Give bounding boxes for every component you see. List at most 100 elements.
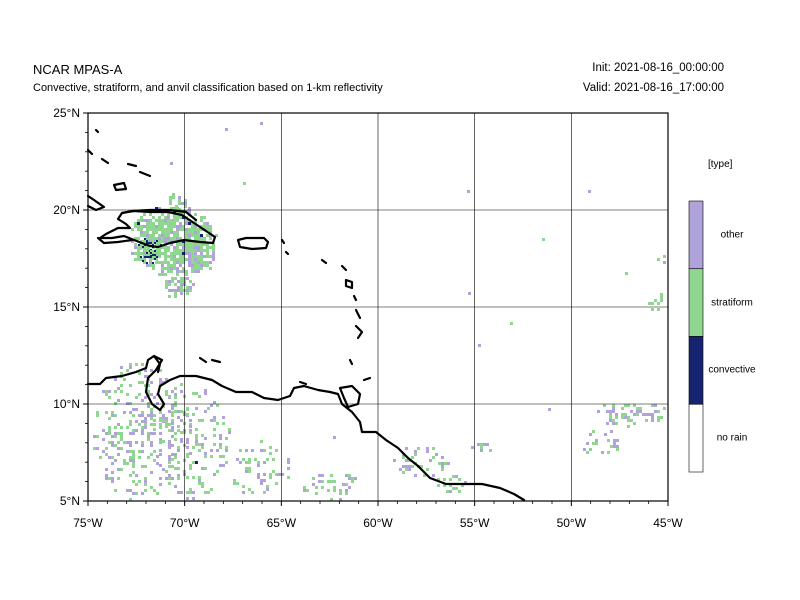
precip-cell — [171, 419, 174, 422]
coastline-lesser-antilles-4 — [352, 294, 358, 302]
precip-cell — [174, 453, 177, 456]
precip-cell — [161, 267, 164, 270]
precip-cell — [354, 477, 357, 480]
precip-cell — [144, 238, 146, 240]
precip-cell — [168, 474, 171, 477]
precip-cell — [158, 255, 161, 258]
precip-cell — [339, 498, 342, 501]
coastline-lesser-antilles-6 — [354, 324, 364, 340]
precip-cell — [636, 410, 639, 413]
precip-cell — [152, 222, 155, 225]
precip-cell — [164, 255, 167, 258]
precip-cell — [200, 258, 203, 261]
precip-cell — [203, 222, 206, 225]
precip-cell — [143, 252, 146, 255]
precip-cell — [96, 411, 99, 414]
precip-cell — [339, 489, 342, 492]
coastlines — [86, 128, 526, 502]
precip-cell — [135, 408, 138, 411]
precip-cell — [194, 261, 197, 264]
precip-cell — [201, 482, 204, 485]
precip-cell — [414, 453, 417, 456]
precip-cell — [603, 404, 606, 407]
precip-cell — [177, 289, 180, 292]
precip-cell — [108, 429, 111, 432]
precip-cell — [140, 219, 143, 222]
precip-cell — [138, 248, 140, 250]
precip-cell — [206, 246, 209, 249]
precip-cell — [177, 280, 180, 283]
precip-cell — [191, 222, 194, 225]
precip-cell — [179, 264, 182, 267]
precip-cell — [138, 450, 141, 453]
precip-cell — [251, 491, 254, 494]
precip-cell — [161, 222, 164, 225]
precip-cell — [185, 240, 188, 243]
precip-cell — [144, 246, 146, 248]
precip-cell — [272, 470, 275, 473]
precip-cell — [161, 240, 164, 243]
precip-cell — [589, 433, 592, 436]
precip-cell — [161, 231, 164, 234]
precip-cell — [171, 404, 174, 407]
precip-cell — [140, 240, 143, 243]
precip-cell — [348, 474, 351, 477]
precip-cell — [639, 407, 642, 410]
precip-cell — [625, 272, 628, 275]
legend-colorbar — [688, 200, 704, 473]
precip-cell — [137, 237, 140, 240]
precip-cell — [209, 261, 212, 264]
coastline-lesser-antilles-7 — [348, 358, 354, 366]
precip-cell — [188, 243, 191, 246]
precip-cell — [134, 222, 137, 225]
precip-cell — [176, 249, 179, 252]
precip-cell — [170, 228, 173, 231]
precip-cell — [144, 489, 147, 492]
precip-cell — [176, 243, 179, 246]
precip-cell — [111, 480, 114, 483]
precip-cell — [197, 231, 200, 234]
precip-cell — [142, 246, 144, 248]
precip-cell — [195, 461, 198, 464]
precip-cell — [144, 480, 147, 483]
precip-cell — [165, 423, 168, 426]
precip-cell — [120, 372, 123, 375]
precip-cell — [138, 480, 141, 483]
precip-cell — [143, 225, 146, 228]
precip-cell — [129, 384, 132, 387]
precip-cell — [414, 474, 417, 477]
precip-cell — [189, 425, 192, 428]
precip-cell — [135, 441, 138, 444]
precip-cell — [185, 252, 188, 255]
precip-cell — [437, 484, 440, 487]
precip-cell — [467, 190, 470, 193]
precip-cell — [170, 255, 173, 258]
precip-cell — [184, 205, 187, 208]
precip-cell — [111, 477, 114, 480]
coastline-aruba — [198, 356, 208, 364]
precip-cell — [194, 243, 197, 246]
precip-cell — [167, 267, 170, 270]
precip-cell — [198, 419, 201, 422]
precip-cell — [455, 475, 458, 478]
precip-cell — [152, 228, 155, 231]
precip-cell — [159, 410, 162, 413]
precip-cell — [312, 477, 315, 480]
precip-cell — [206, 234, 209, 237]
precip-cell — [129, 498, 132, 501]
precip-cell — [173, 261, 176, 264]
precip-cell — [195, 407, 198, 410]
precip-cell — [606, 410, 609, 413]
precip-cell — [146, 256, 148, 258]
precip-cell — [129, 366, 132, 369]
precip-cell — [189, 467, 192, 470]
precip-cell — [210, 449, 213, 452]
precip-cell — [405, 459, 408, 462]
precip-cell — [120, 366, 123, 369]
precip-cell — [204, 491, 207, 494]
precip-cell — [134, 243, 137, 246]
precip-cell — [242, 491, 245, 494]
precip-cell — [636, 407, 639, 410]
precip-cell — [179, 243, 182, 246]
precip-cell — [212, 249, 215, 252]
